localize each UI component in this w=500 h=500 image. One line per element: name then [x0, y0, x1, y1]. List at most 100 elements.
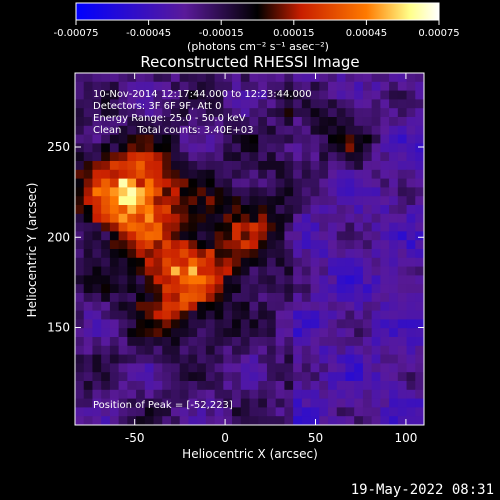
heatmap-cell — [232, 398, 242, 408]
heatmap-cell — [153, 125, 163, 136]
heatmap-cell — [258, 231, 268, 241]
heatmap-cell — [223, 301, 233, 312]
heatmap-cell — [83, 345, 94, 356]
heatmap-cell — [232, 108, 242, 118]
heatmap-cell — [354, 134, 364, 144]
heatmap-cell — [205, 301, 216, 312]
colorbar-tick-label: -0.00045 — [126, 28, 171, 39]
heatmap-cell — [362, 345, 373, 356]
heatmap-cell — [75, 178, 85, 188]
heatmap-cell — [371, 398, 381, 408]
heatmap-cell — [301, 108, 312, 118]
heatmap-cell — [319, 407, 329, 417]
heatmap-cell — [266, 222, 277, 232]
heatmap-cell — [179, 249, 190, 259]
heatmap-cell — [266, 301, 277, 312]
heatmap-cell — [205, 81, 216, 92]
heatmap-cell — [75, 337, 85, 347]
heatmap-cell — [205, 293, 216, 303]
heatmap-cell — [188, 222, 198, 232]
heatmap-cell — [188, 398, 198, 408]
heatmap-cell — [205, 249, 216, 259]
heatmap-cell — [170, 284, 181, 294]
heatmap-cell — [328, 398, 338, 408]
heatmap-cell — [118, 257, 128, 268]
heatmap-cell — [249, 213, 259, 224]
heatmap-cell — [197, 328, 207, 338]
heatmap-cell — [293, 275, 303, 285]
heatmap-cell — [371, 381, 381, 391]
heatmap-cell — [197, 143, 207, 153]
heatmap-cell — [415, 398, 424, 408]
heatmap-cell — [232, 319, 242, 329]
heatmap-cell — [319, 363, 329, 373]
heatmap-cell — [328, 134, 338, 144]
heatmap-cell — [240, 99, 251, 109]
heatmap-cell — [144, 257, 155, 268]
heatmap-cell — [83, 354, 94, 364]
heatmap-cell — [284, 328, 294, 338]
heatmap-cell — [101, 398, 111, 408]
heatmap-cell — [197, 125, 207, 136]
heatmap-cell — [188, 372, 198, 382]
heatmap-cell — [223, 213, 233, 224]
heatmap-cell — [232, 249, 242, 259]
heatmap-cell — [249, 249, 259, 259]
heatmap-cell — [266, 398, 277, 408]
heatmap-cell — [118, 337, 128, 347]
heatmap-cell — [415, 284, 424, 294]
heatmap-cell — [397, 169, 408, 180]
heatmap-cell — [275, 337, 285, 347]
heatmap-cell — [328, 187, 338, 197]
heatmap-cell — [362, 328, 373, 338]
heatmap-cell — [293, 266, 303, 276]
heatmap-cell — [92, 363, 102, 373]
heatmap-cell — [153, 284, 163, 294]
heatmap-cell — [389, 266, 399, 276]
heatmap-cell — [101, 363, 111, 373]
heatmap-cell — [389, 319, 399, 329]
heatmap-cell — [397, 337, 408, 347]
heatmap-cell — [249, 161, 259, 171]
heatmap-cell — [380, 310, 390, 320]
heatmap-cell — [232, 354, 242, 364]
heatmap-cell — [153, 310, 163, 320]
heatmap-cell — [214, 407, 224, 417]
heatmap-cell — [249, 240, 259, 250]
heatmap-cell — [389, 363, 399, 373]
heatmap-cell — [205, 231, 216, 241]
heatmap-cell — [144, 240, 155, 250]
heatmap-cell — [136, 90, 146, 100]
heatmap-cell — [205, 222, 216, 232]
heatmap-cell — [118, 310, 128, 320]
heatmap-cell — [136, 310, 146, 320]
heatmap-cell — [249, 257, 259, 268]
heatmap-cell — [345, 231, 355, 241]
heatmap-cell — [162, 372, 172, 382]
heatmap-cell — [170, 143, 181, 153]
heatmap-cell — [153, 231, 163, 241]
heatmap-cell — [197, 73, 207, 83]
heatmap-cell — [127, 381, 137, 391]
heatmap-cell — [75, 354, 85, 364]
heatmap-cell — [371, 117, 381, 127]
heatmap-cell — [301, 222, 312, 232]
heatmap-cell — [258, 319, 268, 329]
heatmap-cell — [101, 354, 111, 364]
heatmap-cell — [293, 161, 303, 171]
heatmap-cell — [232, 125, 242, 136]
heatmap-cell — [92, 266, 102, 276]
heatmap-cell — [336, 90, 347, 100]
heatmap-cell — [284, 284, 294, 294]
heatmap-cell — [319, 389, 329, 400]
heatmap-cell — [284, 178, 294, 188]
heatmap-cell — [284, 222, 294, 232]
heatmap-cell — [293, 389, 303, 400]
heatmap-cell — [144, 381, 155, 391]
heatmap-cell — [345, 398, 355, 408]
heatmap-cell — [328, 372, 338, 382]
heatmap-cell — [371, 99, 381, 109]
heatmap-cell — [136, 196, 146, 206]
heatmap-cell — [328, 222, 338, 232]
